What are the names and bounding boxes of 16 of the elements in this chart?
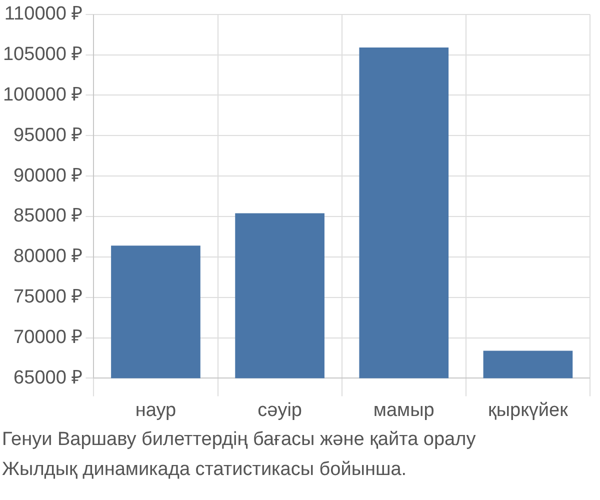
- y-tick-label: 70000 ₽: [14, 327, 83, 348]
- y-tick-label: 80000 ₽: [14, 246, 83, 268]
- y-tick-label: 105000 ₽: [2, 44, 83, 66]
- y-tick-label: 65000 ₽: [14, 367, 83, 388]
- y-tick-label: 95000 ₽: [14, 124, 83, 146]
- text: Генуи Варшаву билеттердің бағасы және қайта оралу: [1, 428, 477, 452]
- y-tick-label: 100000 ₽: [2, 84, 83, 106]
- y-tick-label: 110000 ₽: [4, 4, 83, 25]
- text: Жылдық динамикада статистикасы бойынша.: [1, 458, 408, 482]
- y-tick-label: 90000 ₽: [14, 165, 83, 186]
- x-tick-label: наур: [135, 400, 176, 421]
- y-tick-label: 75000 ₽: [14, 286, 83, 308]
- y-tick-label: 85000 ₽: [14, 206, 83, 227]
- x-tick-label: мамыр: [373, 400, 434, 421]
- x-tick-label: сәуір: [258, 400, 302, 421]
- x-tick-label: қыркүйек: [488, 400, 569, 421]
